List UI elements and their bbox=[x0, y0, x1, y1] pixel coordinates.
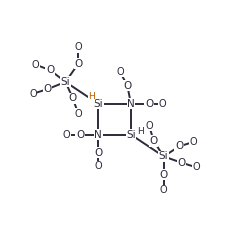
Text: O: O bbox=[160, 185, 168, 195]
Text: Si: Si bbox=[126, 130, 136, 140]
Text: H: H bbox=[88, 92, 95, 101]
Text: O: O bbox=[46, 65, 54, 75]
Text: O: O bbox=[123, 80, 131, 91]
Text: O: O bbox=[29, 89, 37, 99]
Text: O: O bbox=[159, 99, 167, 109]
Text: O: O bbox=[116, 67, 124, 77]
Text: O: O bbox=[160, 170, 168, 180]
Text: N: N bbox=[94, 130, 102, 140]
Text: O: O bbox=[175, 141, 183, 152]
Text: O: O bbox=[150, 136, 158, 146]
Text: O: O bbox=[69, 93, 77, 103]
Text: O: O bbox=[94, 161, 102, 171]
Text: Si: Si bbox=[93, 99, 103, 109]
Text: O: O bbox=[178, 158, 186, 168]
Text: O: O bbox=[74, 109, 82, 119]
Text: O: O bbox=[63, 130, 70, 140]
Text: Si: Si bbox=[159, 152, 169, 161]
Text: O: O bbox=[43, 84, 51, 94]
Text: O: O bbox=[74, 59, 82, 69]
Text: O: O bbox=[193, 162, 200, 172]
Text: O: O bbox=[76, 130, 84, 140]
Text: O: O bbox=[145, 99, 153, 109]
Text: H: H bbox=[137, 127, 144, 136]
Text: N: N bbox=[127, 99, 135, 109]
Text: O: O bbox=[74, 42, 82, 52]
Text: O: O bbox=[32, 60, 39, 70]
Text: O: O bbox=[190, 137, 198, 147]
Text: O: O bbox=[94, 148, 102, 158]
Text: O: O bbox=[145, 121, 153, 131]
Text: Si: Si bbox=[61, 77, 70, 87]
